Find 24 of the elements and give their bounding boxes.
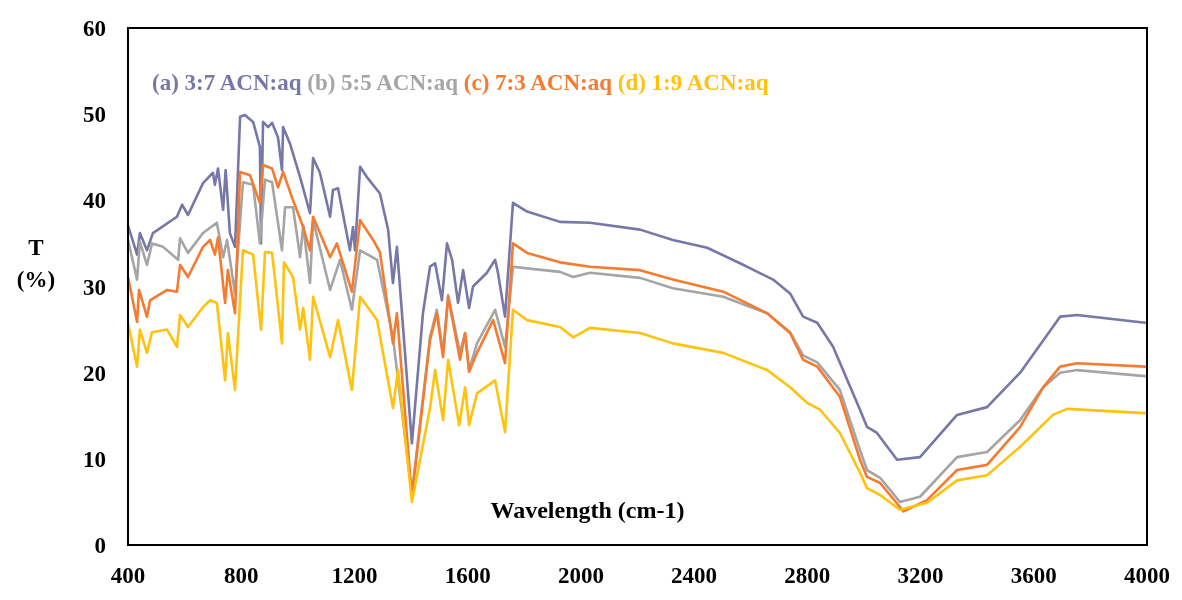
y-tick-label: 20 — [83, 360, 106, 386]
x-axis-title: Wavelength (cm-1) — [490, 497, 685, 523]
text: (d) 1:9 ACN:aq — [611, 70, 769, 95]
y-tick-label: 50 — [83, 102, 106, 128]
y-axis-title: T (%) — [16, 235, 56, 292]
y-tick-label: 40 — [83, 188, 106, 214]
x-tick-label: 400 — [110, 563, 146, 588]
x-tick-label: 1200 — [331, 563, 378, 588]
x-tick-label: 1600 — [444, 563, 491, 588]
text: (b) 5:5 ACN:aq — [301, 70, 459, 95]
x-tick-label: 3600 — [1010, 563, 1057, 588]
x-tick-label: 3200 — [897, 563, 944, 588]
series-label: (a) 3:7 ACN:aq — [152, 70, 302, 95]
y-tick-label: 0 — [94, 533, 106, 559]
x-tick-label: 2400 — [671, 563, 718, 588]
x-tick-label: 4000 — [1124, 563, 1170, 588]
x-tick-label: 2800 — [784, 563, 831, 588]
y-tick-label: 60 — [83, 16, 106, 42]
x-tick-label: 800 — [223, 563, 259, 588]
line-series — [126, 113, 1147, 461]
y-tick-label: 10 — [83, 446, 106, 472]
text: (c) 7:3 ACN:aq — [458, 70, 613, 95]
x-tick-label: 2000 — [557, 563, 604, 588]
y-tick-label: 30 — [83, 274, 106, 300]
